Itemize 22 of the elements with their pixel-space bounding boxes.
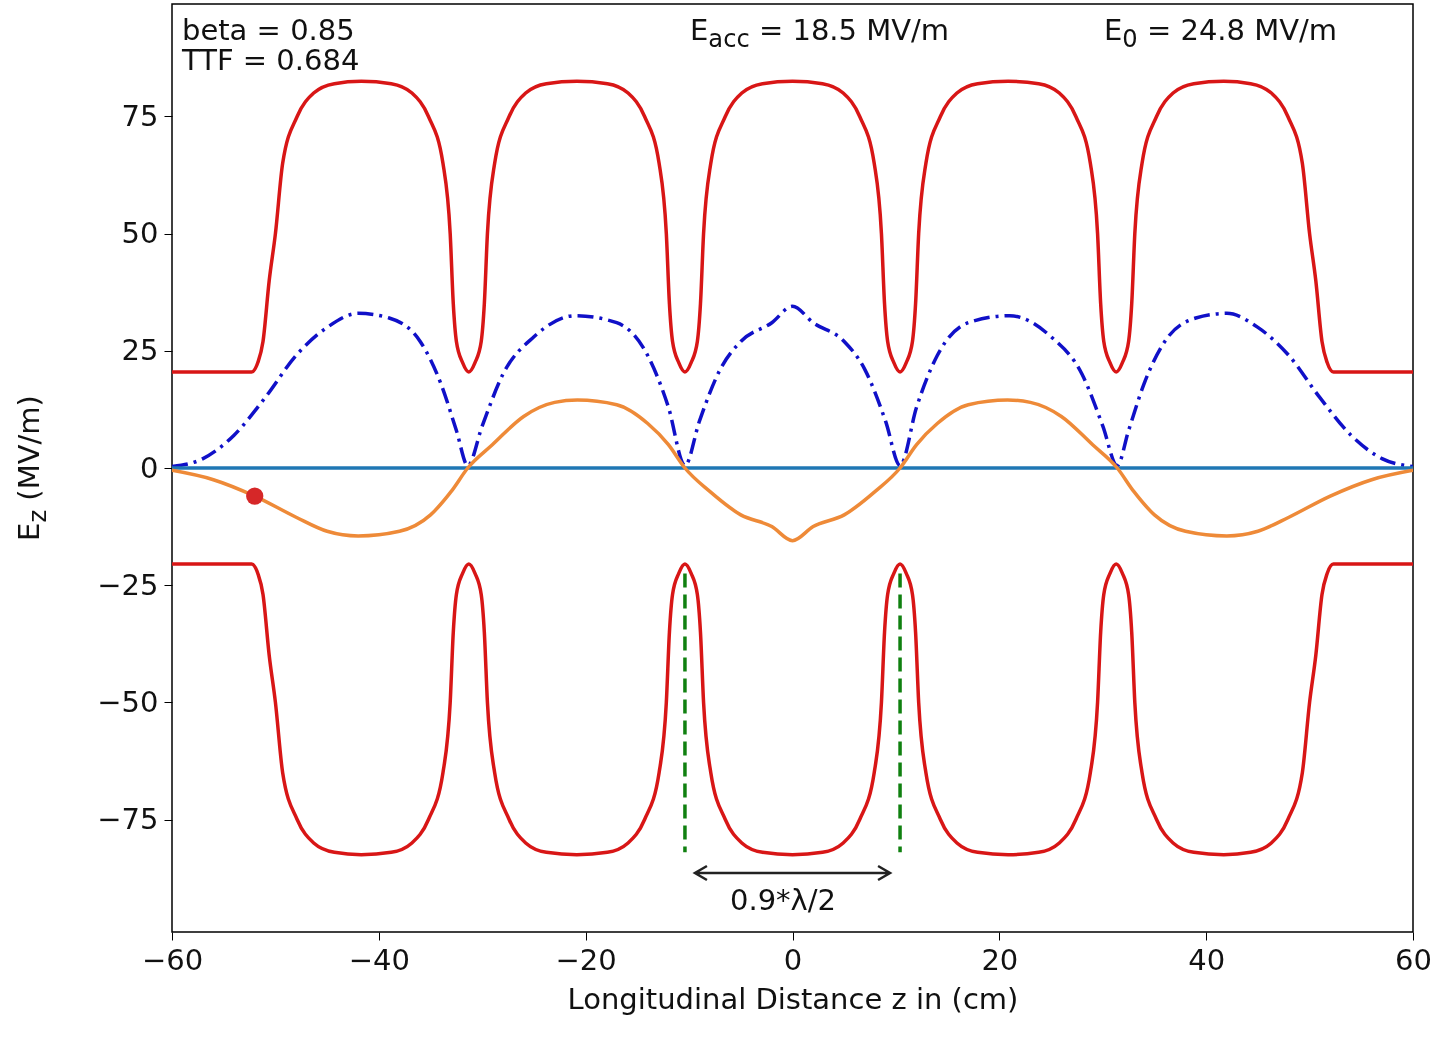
x-tick-label: 40 (1188, 942, 1226, 977)
y-tick-label: −50 (97, 684, 159, 719)
x-tick-label: −40 (348, 942, 410, 977)
line-series (172, 562, 1413, 857)
y-tick-label: 25 (121, 333, 159, 368)
x-tick-label: 60 (1395, 942, 1432, 977)
annotation: E$_{acc}$ = 18.5 MV/m (690, 13, 950, 53)
y-tick-label: 50 (121, 216, 159, 251)
annotation: E$_{0}$ = 24.8 MV/m (1104, 13, 1338, 53)
line-series (172, 304, 1413, 469)
x-tick-label: 0 (783, 942, 803, 977)
x-tick-label: 20 (981, 942, 1019, 977)
line-series (172, 398, 1413, 543)
annotation: 0.9*λ/2 (729, 883, 837, 917)
x-axis-title: Longitudinal Distance z in (cm) (567, 981, 1019, 1016)
y-tick-label: 75 (121, 98, 159, 133)
y-tick-label: −75 (97, 802, 159, 837)
y-tick-label: −25 (97, 567, 159, 602)
x-tick-label: −60 (141, 942, 204, 977)
line-series (172, 79, 1413, 374)
y-tick-label: 0 (140, 450, 159, 485)
x-tick-label: −20 (555, 942, 617, 977)
